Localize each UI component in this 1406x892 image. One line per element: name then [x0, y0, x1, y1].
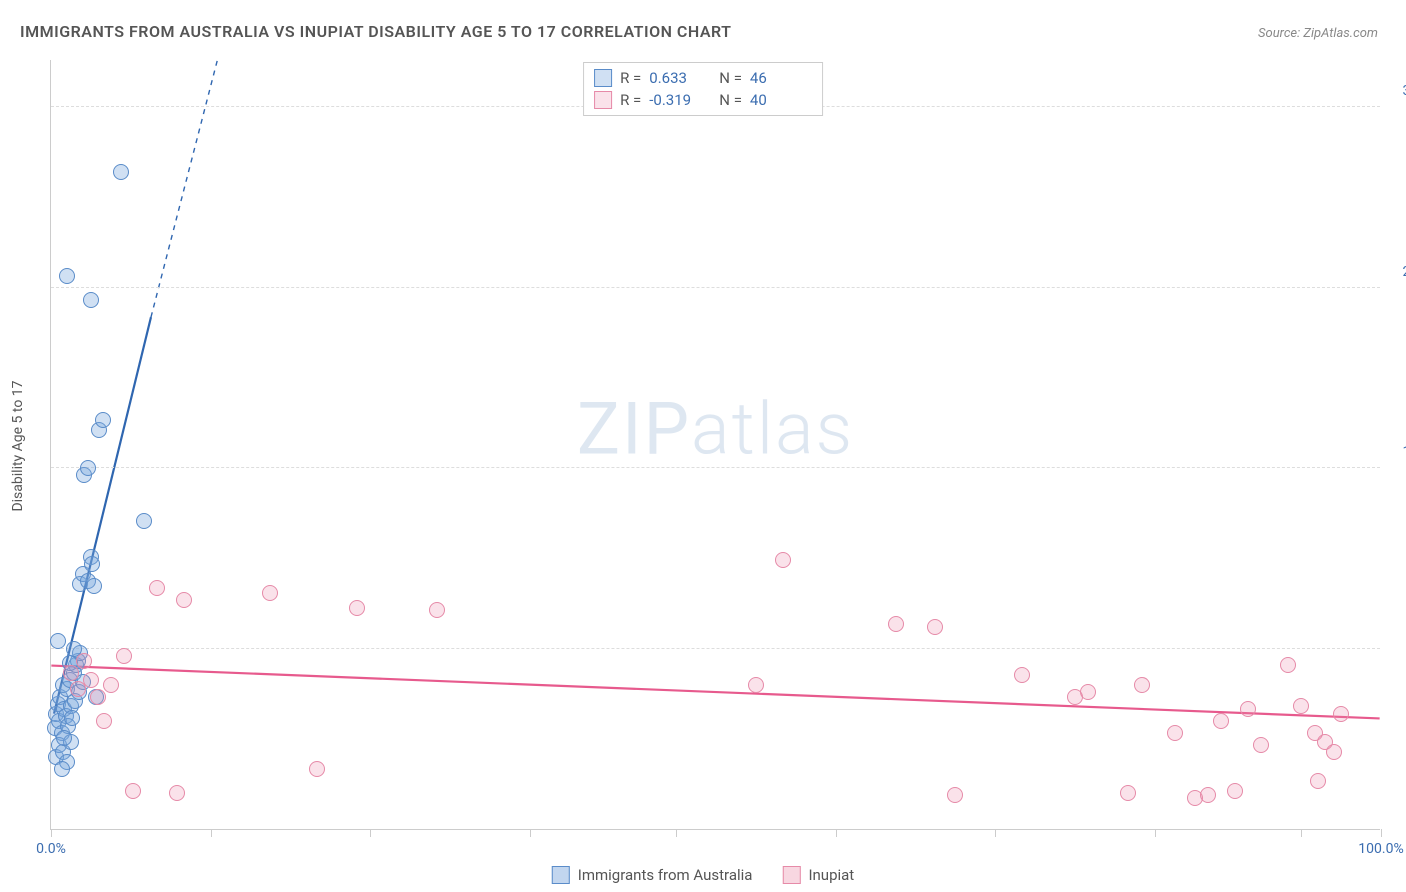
scatter-point — [748, 677, 764, 693]
scatter-point — [76, 653, 92, 669]
scatter-point — [1326, 744, 1342, 760]
scatter-point — [103, 677, 119, 693]
scatter-point — [1200, 787, 1216, 803]
x-tick — [1155, 829, 1156, 837]
gridline — [51, 287, 1380, 288]
trend-line — [51, 666, 1379, 719]
legend-r-label: R = — [620, 69, 641, 87]
x-tick — [530, 829, 531, 837]
scatter-point — [1014, 667, 1030, 683]
x-tick — [995, 829, 996, 837]
legend-correlation-row: R = 0.633 N = 46 — [594, 67, 812, 89]
y-tick-label: 22.5% — [1388, 264, 1406, 280]
legend-r-label: R = — [620, 91, 641, 109]
y-tick-label: 30.0% — [1388, 83, 1406, 99]
scatter-point — [136, 513, 152, 529]
legend-correlation-box: R = 0.633 N = 46 R = -0.319 N = 40 — [583, 62, 823, 116]
scatter-point — [84, 556, 100, 572]
gridline — [51, 648, 1380, 649]
scatter-point — [50, 633, 66, 649]
legend-r-value: -0.319 — [649, 91, 711, 109]
x-tick-label: 100.0% — [1358, 841, 1403, 857]
x-tick — [1381, 829, 1382, 837]
legend-r-value: 0.633 — [649, 69, 711, 87]
y-tick-label: 7.5% — [1388, 625, 1406, 641]
legend-n-value: 46 — [750, 69, 812, 87]
scatter-point — [96, 713, 112, 729]
y-tick-label: 15.0% — [1388, 444, 1406, 460]
scatter-point — [927, 619, 943, 635]
scatter-point — [1227, 783, 1243, 799]
legend-correlation-row: R = -0.319 N = 40 — [594, 89, 812, 111]
scatter-point — [149, 580, 165, 596]
scatter-point — [86, 578, 102, 594]
scatter-point — [64, 710, 80, 726]
x-tick — [1301, 829, 1302, 837]
scatter-point — [947, 787, 963, 803]
legend-swatch — [594, 91, 612, 109]
legend-series-item: Immigrants from Australia — [552, 866, 753, 884]
scatter-point — [116, 648, 132, 664]
legend-series-label: Inupiat — [808, 866, 854, 884]
x-tick — [836, 829, 837, 837]
x-tick — [676, 829, 677, 837]
chart-container: IMMIGRANTS FROM AUSTRALIA VS INUPIAT DIS… — [0, 0, 1406, 892]
legend-n-label: N = — [719, 69, 742, 87]
scatter-point — [1280, 657, 1296, 673]
legend-swatch — [782, 866, 800, 884]
watermark-text: ZIP — [577, 387, 691, 472]
scatter-point — [1240, 701, 1256, 717]
gridline — [51, 467, 1380, 468]
scatter-point — [90, 689, 106, 705]
legend-series-item: Inupiat — [782, 866, 854, 884]
chart-title: IMMIGRANTS FROM AUSTRALIA VS INUPIAT DIS… — [20, 22, 732, 41]
x-tick — [51, 829, 52, 837]
scatter-point — [56, 730, 72, 746]
scatter-point — [429, 602, 445, 618]
legend-swatch — [594, 69, 612, 87]
trend-line-dashed — [151, 60, 217, 317]
watermark-text-2: atlas — [691, 387, 854, 472]
legend-n-value: 40 — [750, 91, 812, 109]
scatter-point — [1310, 773, 1326, 789]
x-tick — [370, 829, 371, 837]
scatter-point — [59, 268, 75, 284]
scatter-point — [169, 785, 185, 801]
trend-lines-svg — [51, 60, 1380, 829]
scatter-point — [176, 592, 192, 608]
scatter-point — [1134, 677, 1150, 693]
scatter-point — [1333, 706, 1349, 722]
plot-area: ZIPatlas 7.5%15.0%22.5%30.0%0.0%100.0% — [50, 60, 1380, 830]
x-tick — [211, 829, 212, 837]
scatter-point — [1120, 785, 1136, 801]
scatter-point — [775, 552, 791, 568]
scatter-point — [54, 761, 70, 777]
scatter-point — [888, 616, 904, 632]
scatter-point — [1213, 713, 1229, 729]
scatter-point — [83, 672, 99, 688]
legend-swatch — [552, 866, 570, 884]
scatter-point — [1253, 737, 1269, 753]
scatter-point — [349, 600, 365, 616]
legend-series-label: Immigrants from Australia — [578, 866, 753, 884]
scatter-point — [1293, 698, 1309, 714]
watermark: ZIPatlas — [577, 387, 854, 472]
legend-series: Immigrants from Australia Inupiat — [552, 866, 854, 884]
scatter-point — [80, 460, 96, 476]
y-axis-title: Disability Age 5 to 17 — [10, 380, 26, 511]
x-tick-label: 0.0% — [36, 841, 66, 857]
scatter-point — [95, 412, 111, 428]
scatter-point — [1080, 684, 1096, 700]
scatter-point — [262, 585, 278, 601]
scatter-point — [125, 783, 141, 799]
scatter-point — [1167, 725, 1183, 741]
source-label: Source: ZipAtlas.com — [1258, 26, 1378, 41]
legend-n-label: N = — [719, 91, 742, 109]
scatter-point — [113, 164, 129, 180]
scatter-point — [63, 665, 79, 681]
scatter-point — [83, 292, 99, 308]
scatter-point — [309, 761, 325, 777]
